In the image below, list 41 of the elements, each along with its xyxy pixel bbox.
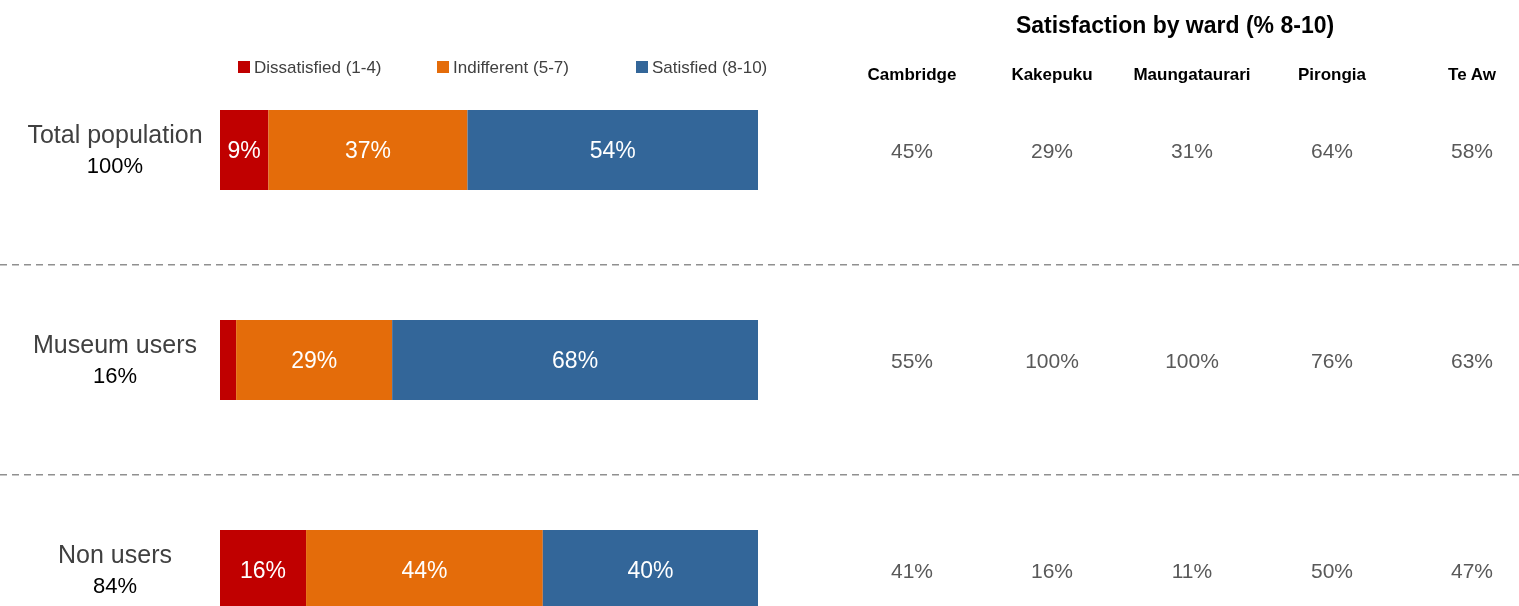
data-label: 37% (344, 137, 391, 163)
data-label: 9% (227, 137, 261, 163)
data-label: 50% (1310, 559, 1354, 582)
legend-label: Indifferent (5-7) (453, 58, 569, 77)
category-label: Kakepuku (1011, 65, 1093, 84)
category-label: Cambridge (867, 65, 957, 84)
data-label: 76% (1310, 349, 1354, 372)
bar (236, 320, 393, 400)
text: Satisfaction by ward (% 8-10) (1015, 12, 1335, 38)
legend-label: Satisfied (8-10) (652, 58, 768, 77)
category-label: Maungataurari (1133, 65, 1251, 84)
data-label: 16% (1030, 559, 1074, 582)
data-label: 64% (1310, 139, 1354, 162)
y-tick-label: Non users 84% (58, 540, 172, 598)
data-label: 41% (890, 559, 934, 582)
data-label: 29% (291, 347, 338, 373)
data-label: 54% (589, 137, 636, 163)
y-tick-label: Total population 100% (27, 120, 203, 178)
bar (220, 110, 269, 190)
legend-label: Dissatisfied (1-4) (254, 58, 382, 77)
category-label: Pirongia (1297, 65, 1367, 84)
bar (467, 110, 758, 190)
bar (392, 320, 758, 400)
data-label: 45% (890, 139, 934, 162)
data-label: 16% (240, 557, 287, 583)
data-label: 63% (1450, 349, 1494, 372)
category-label: Te Aw (1448, 65, 1497, 84)
y-tick-label: Museum users 16% (33, 330, 197, 388)
data-label: 55% (890, 349, 934, 372)
data-label: 40% (627, 557, 674, 583)
data-label: 58% (1450, 139, 1494, 162)
bar (268, 110, 468, 190)
data-label: 44% (401, 557, 448, 583)
bar (220, 320, 237, 400)
data-label: 100% (1165, 349, 1219, 372)
data-label: 11% (1171, 559, 1213, 582)
data-label: 31% (1170, 139, 1214, 162)
data-label: 100% (1025, 349, 1079, 372)
data-label: 29% (1030, 139, 1074, 162)
data-label: 47% (1450, 559, 1494, 582)
data-label: 68% (552, 347, 599, 373)
